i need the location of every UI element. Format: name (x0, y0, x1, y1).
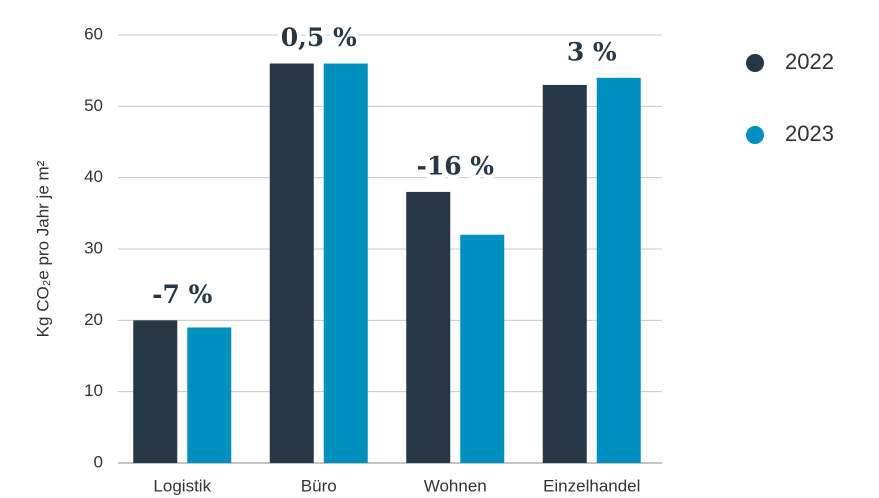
annotation: 0,5 % (281, 23, 357, 52)
bar (542, 84, 587, 463)
bar (187, 327, 232, 463)
bar (323, 63, 368, 464)
legend-label: 2023 (785, 121, 834, 146)
bar (269, 63, 314, 464)
legend-marker (746, 126, 764, 144)
x-tick-label: Wohnen (424, 476, 487, 495)
x-tick-label: Einzelhandel (543, 476, 640, 495)
y-tick-label: 10 (84, 381, 103, 400)
legend-label: 2022 (785, 49, 834, 74)
annotation: -7 % (152, 280, 212, 309)
bar (133, 320, 178, 463)
bar (460, 234, 505, 463)
y-axis-label: Kg CO₂e pro Jahr je m² (33, 160, 52, 337)
bar (596, 77, 641, 464)
y-tick-label: 40 (84, 167, 103, 186)
y-tick-label: 50 (84, 96, 103, 115)
y-tick-label: 0 (94, 452, 103, 471)
x-tick-label: Büro (301, 476, 337, 495)
y-tick-label: 20 (84, 310, 103, 329)
y-tick-label: 60 (84, 24, 103, 43)
x-tick-label: Logistik (153, 476, 211, 495)
annotation: 3 % (567, 37, 617, 66)
y-tick-label: 30 (84, 238, 103, 257)
bar (406, 191, 451, 463)
legend-marker (746, 54, 764, 72)
annotation: -16 % (416, 151, 494, 180)
